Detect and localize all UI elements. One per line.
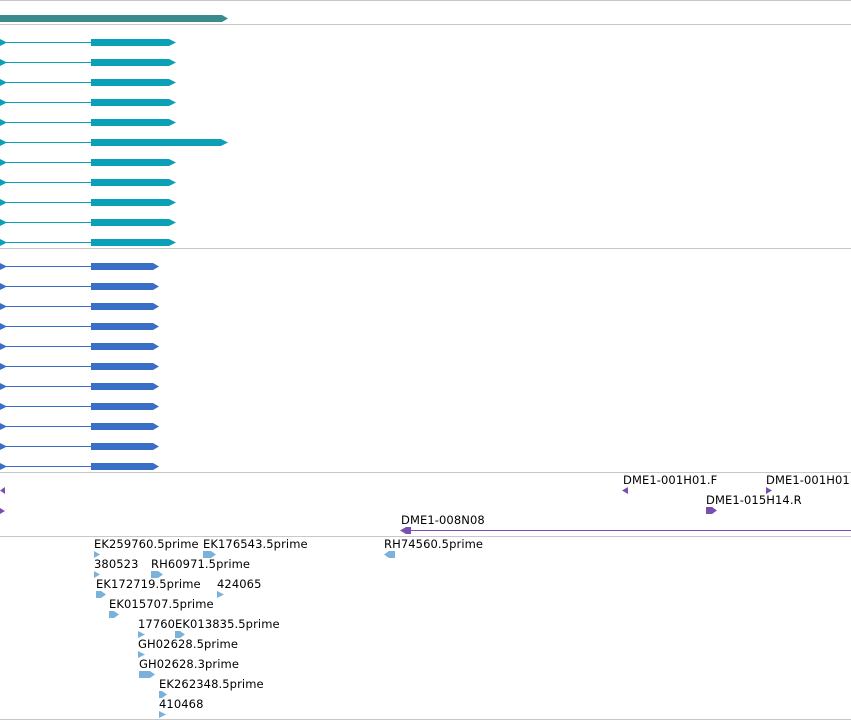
est-label[interactable]: 380523 — [94, 557, 139, 571]
est-feature[interactable] — [94, 571, 100, 578]
est-label[interactable]: 424065 — [217, 577, 262, 591]
est-feature[interactable] — [94, 551, 100, 558]
clone-feature-span[interactable] — [400, 527, 851, 534]
transcript[interactable] — [0, 159, 176, 166]
est-feature[interactable] — [384, 551, 395, 558]
transcript[interactable] — [0, 263, 159, 270]
clone-end-feature[interactable] — [766, 487, 772, 494]
transcript[interactable] — [0, 423, 159, 430]
est-label[interactable]: EK172719.5prime — [96, 577, 201, 591]
est-feature[interactable] — [96, 591, 106, 598]
est-feature[interactable] — [138, 651, 145, 658]
transcript[interactable] — [0, 323, 159, 330]
transcript[interactable] — [0, 199, 176, 206]
transcript[interactable] — [0, 443, 159, 450]
est-label[interactable]: EK176543.5prime — [203, 537, 308, 551]
est-feature[interactable] — [159, 711, 166, 718]
clone-end-feature[interactable] — [0, 508, 5, 514]
est-label[interactable]: EK015707.5prime — [109, 597, 214, 611]
est-feature[interactable] — [151, 571, 163, 578]
clone-end-feature[interactable] — [0, 487, 5, 494]
est-label[interactable]: RH74560.5prime — [384, 537, 484, 551]
est-label[interactable]: EK262348.5prime — [159, 677, 264, 691]
transcript[interactable] — [0, 343, 159, 350]
est-label[interactable]: GH02628.5prime — [138, 637, 239, 651]
transcript[interactable] — [0, 179, 176, 186]
transcript[interactable] — [0, 403, 159, 410]
transcript[interactable] — [0, 283, 159, 290]
clone-label[interactable]: DME1-015H14.R — [706, 493, 802, 507]
est-feature[interactable] — [109, 611, 119, 618]
transcript[interactable] — [0, 59, 176, 66]
est-label[interactable]: 17760 — [138, 617, 176, 631]
est-feature[interactable] — [159, 691, 167, 698]
transcript[interactable] — [0, 219, 176, 226]
est-feature[interactable] — [217, 591, 224, 598]
transcript[interactable] — [0, 119, 176, 126]
est-feature[interactable] — [138, 631, 145, 638]
clone-end-feature[interactable] — [622, 487, 628, 494]
est-feature[interactable] — [139, 671, 155, 678]
est-label[interactable]: RH60971.5prime — [151, 557, 251, 571]
transcript[interactable] — [0, 139, 228, 146]
est-label[interactable]: GH02628.3prime — [139, 657, 240, 671]
transcript[interactable] — [0, 79, 176, 86]
est-feature[interactable] — [175, 631, 185, 638]
clone-label[interactable]: DME1-001H01 — [766, 473, 850, 487]
est-feature[interactable] — [203, 551, 216, 558]
est-label[interactable]: EK259760.5prime — [94, 537, 199, 551]
clone-end-feature[interactable] — [706, 507, 717, 514]
transcript[interactable] — [0, 363, 159, 370]
est-label[interactable]: EK013835.5prime — [175, 617, 280, 631]
transcript[interactable] — [0, 99, 176, 106]
clone-label[interactable]: DME1-008N08 — [401, 513, 485, 527]
est-label[interactable]: 410468 — [159, 697, 204, 711]
transcript[interactable] — [0, 383, 159, 390]
transcript[interactable] — [0, 39, 176, 46]
transcript[interactable] — [0, 239, 176, 246]
gene-feature[interactable] — [0, 15, 228, 22]
transcript[interactable] — [0, 463, 159, 470]
clone-label[interactable]: DME1-001H01.F — [623, 473, 718, 487]
transcript[interactable] — [0, 303, 159, 310]
